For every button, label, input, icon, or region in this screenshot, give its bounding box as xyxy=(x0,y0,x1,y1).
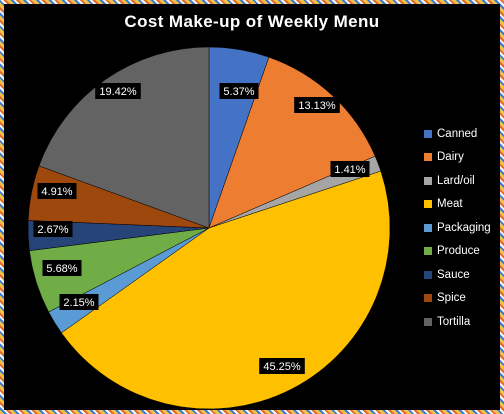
svg-text:45.25%: 45.25% xyxy=(263,361,301,373)
legend-label: Spice xyxy=(437,292,466,305)
legend-label: Packaging xyxy=(437,221,491,234)
legend-item-spice: Spice xyxy=(424,287,504,311)
svg-text:5.37%: 5.37% xyxy=(223,86,254,98)
legend-swatch xyxy=(424,176,432,185)
legend-label: Sauce xyxy=(437,268,470,281)
svg-text:1.41%: 1.41% xyxy=(334,164,365,176)
legend-swatch xyxy=(424,270,432,279)
legend-label: Dairy xyxy=(437,151,464,164)
legend-label: Meat xyxy=(437,198,463,211)
legend-swatch xyxy=(424,223,432,232)
svg-text:4.91%: 4.91% xyxy=(41,186,72,198)
chart-legend: Canned Dairy Lard/oil Meat Packaging Produce S… xyxy=(424,122,504,334)
data-label-lard-oil: 1.41% xyxy=(330,161,370,177)
chart-area: Cost Make-up of Weekly Menu 5.37% 13.13% 1… xyxy=(4,4,500,410)
legend-item-produce: Produce xyxy=(424,240,504,264)
pie-chart: 5.37% 13.13% 1.41% 45.25% 2.15% 5.68% 2.67% 4.9… xyxy=(27,46,391,410)
legend-item-meat: Meat xyxy=(424,193,504,217)
data-label-produce: 5.68% xyxy=(42,260,82,276)
legend-label: Canned xyxy=(437,127,478,140)
data-label-sauce: 2.67% xyxy=(33,221,73,237)
data-label-packaging: 2.15% xyxy=(59,294,99,310)
legend-item-tortilla: Tortilla xyxy=(424,310,504,334)
data-label-meat: 45.25% xyxy=(259,358,305,374)
data-label-tortilla: 19.42% xyxy=(95,83,141,99)
svg-text:2.67%: 2.67% xyxy=(37,224,68,236)
svg-text:13.13%: 13.13% xyxy=(298,100,336,112)
data-label-dairy: 13.13% xyxy=(294,97,340,113)
svg-text:5.68%: 5.68% xyxy=(46,263,77,275)
data-label-spice: 4.91% xyxy=(37,183,77,199)
legend-item-canned: Canned xyxy=(424,122,504,146)
legend-label: Tortilla xyxy=(437,315,471,328)
legend-label: Lard/oil xyxy=(437,174,475,187)
pie-slice-meat xyxy=(61,170,391,410)
legend-swatch xyxy=(424,317,432,326)
pie-slice-tortilla xyxy=(38,46,210,229)
data-label-canned: 5.37% xyxy=(219,83,259,99)
svg-text:2.15%: 2.15% xyxy=(63,297,94,309)
chart-title: Cost Make-up of Weekly Menu xyxy=(124,12,380,31)
legend-item-lard-oil: Lard/oil xyxy=(424,169,504,193)
legend-swatch xyxy=(424,294,432,303)
legend-item-dairy: Dairy xyxy=(424,146,504,170)
svg-text:19.42%: 19.42% xyxy=(99,86,137,98)
legend-swatch xyxy=(424,153,432,162)
legend-item-sauce: Sauce xyxy=(424,263,504,287)
legend-label: Produce xyxy=(437,245,480,258)
legend-swatch xyxy=(424,247,432,256)
legend-item-packaging: Packaging xyxy=(424,216,504,240)
legend-swatch xyxy=(424,129,432,138)
legend-swatch xyxy=(424,200,432,209)
